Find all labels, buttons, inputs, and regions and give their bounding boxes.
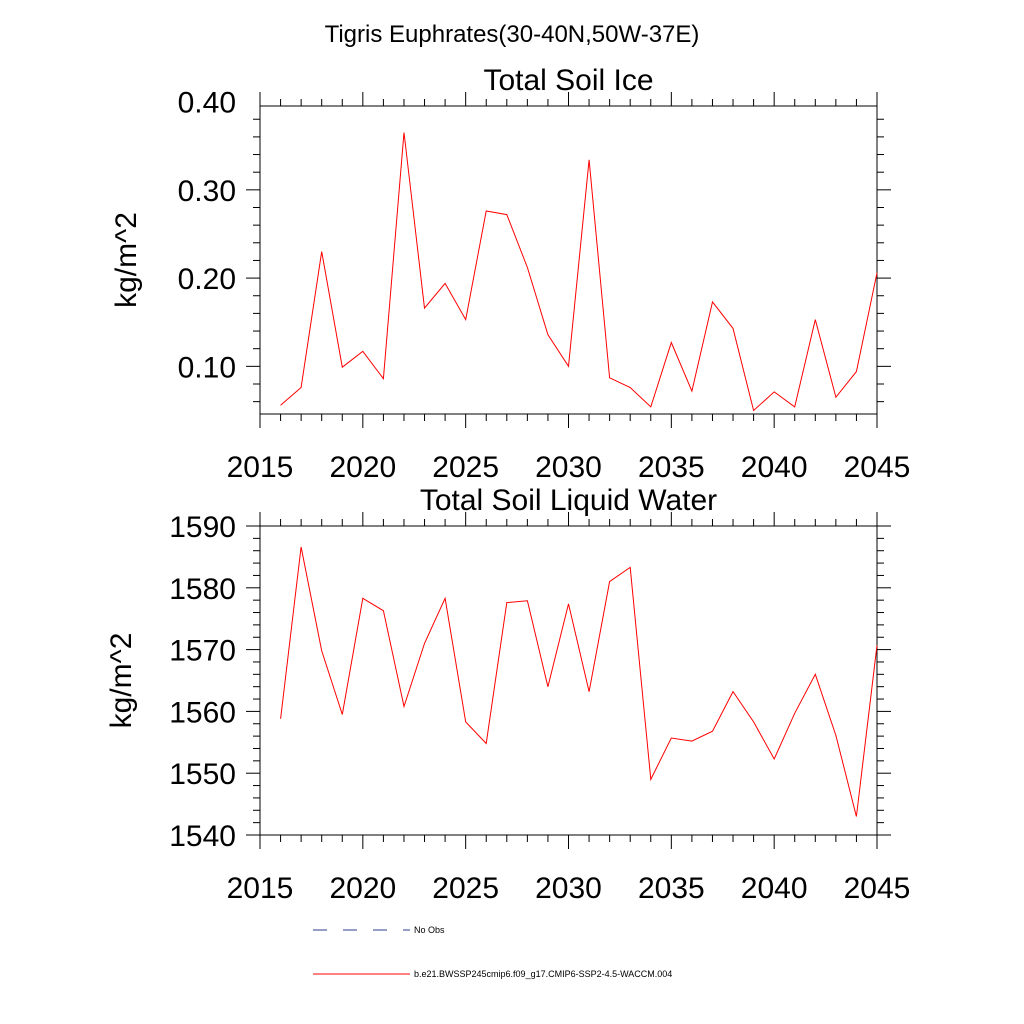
y-tick-label: 1580 xyxy=(169,573,236,606)
x-tick-label: 2030 xyxy=(535,872,602,905)
x-tick-label: 2035 xyxy=(638,872,705,905)
figure-suptitle: Tigris Euphrates(30-40N,50W-37E) xyxy=(325,21,700,48)
panel-title: Total Soil Liquid Water xyxy=(420,484,717,517)
series-line xyxy=(280,546,878,817)
y-tick-label: 1560 xyxy=(169,696,236,729)
x-tick-label: 2025 xyxy=(432,451,499,484)
y-tick-label: 0.30 xyxy=(178,175,236,208)
x-tick-label: 2040 xyxy=(741,872,808,905)
y-tick-label: 0.40 xyxy=(178,87,236,120)
y-tick-label: 1550 xyxy=(169,758,236,791)
legend-label-model-run: b.e21.BWSSP245cmip6.f09_g17.CMIP6-SSP2-4… xyxy=(414,969,672,979)
panel-total-soil-ice: Total Soil Ice kg/m^2 2015 2020 2025 2030 2035… xyxy=(110,64,910,484)
y-axis-label: kg/m^2 xyxy=(105,633,138,729)
panel-title: Total Soil Ice xyxy=(483,64,653,97)
x-tick-label: 2020 xyxy=(329,451,396,484)
x-tick-label: 2020 xyxy=(329,872,396,905)
legend: No Obs b.e21.BWSSP245cmip6.f09_g17.CMIP6… xyxy=(313,925,672,979)
x-tick-label: 2015 xyxy=(227,872,294,905)
panel-total-soil-liquid-water: Total Soil Liquid Water kg/m^2 2015 2020 202… xyxy=(105,484,910,905)
x-tick-label: 2045 xyxy=(844,872,911,905)
x-tick-label: 2040 xyxy=(741,451,808,484)
y-tick-label: 0.20 xyxy=(178,263,236,296)
x-tick-label: 2030 xyxy=(535,451,602,484)
y-tick-label: 1590 xyxy=(169,511,236,544)
y-tick-label: 1540 xyxy=(169,820,236,853)
series-line xyxy=(280,132,878,412)
x-tick-label: 2045 xyxy=(844,451,911,484)
y-tick-label: 1570 xyxy=(169,635,236,668)
legend-label-no-obs: No Obs xyxy=(414,925,445,935)
x-tick-label: 2015 xyxy=(227,451,294,484)
y-axis-label: kg/m^2 xyxy=(110,212,143,308)
y-tick-label: 0.10 xyxy=(178,351,236,384)
x-tick-label: 2035 xyxy=(638,451,705,484)
x-tick-label: 2025 xyxy=(432,872,499,905)
